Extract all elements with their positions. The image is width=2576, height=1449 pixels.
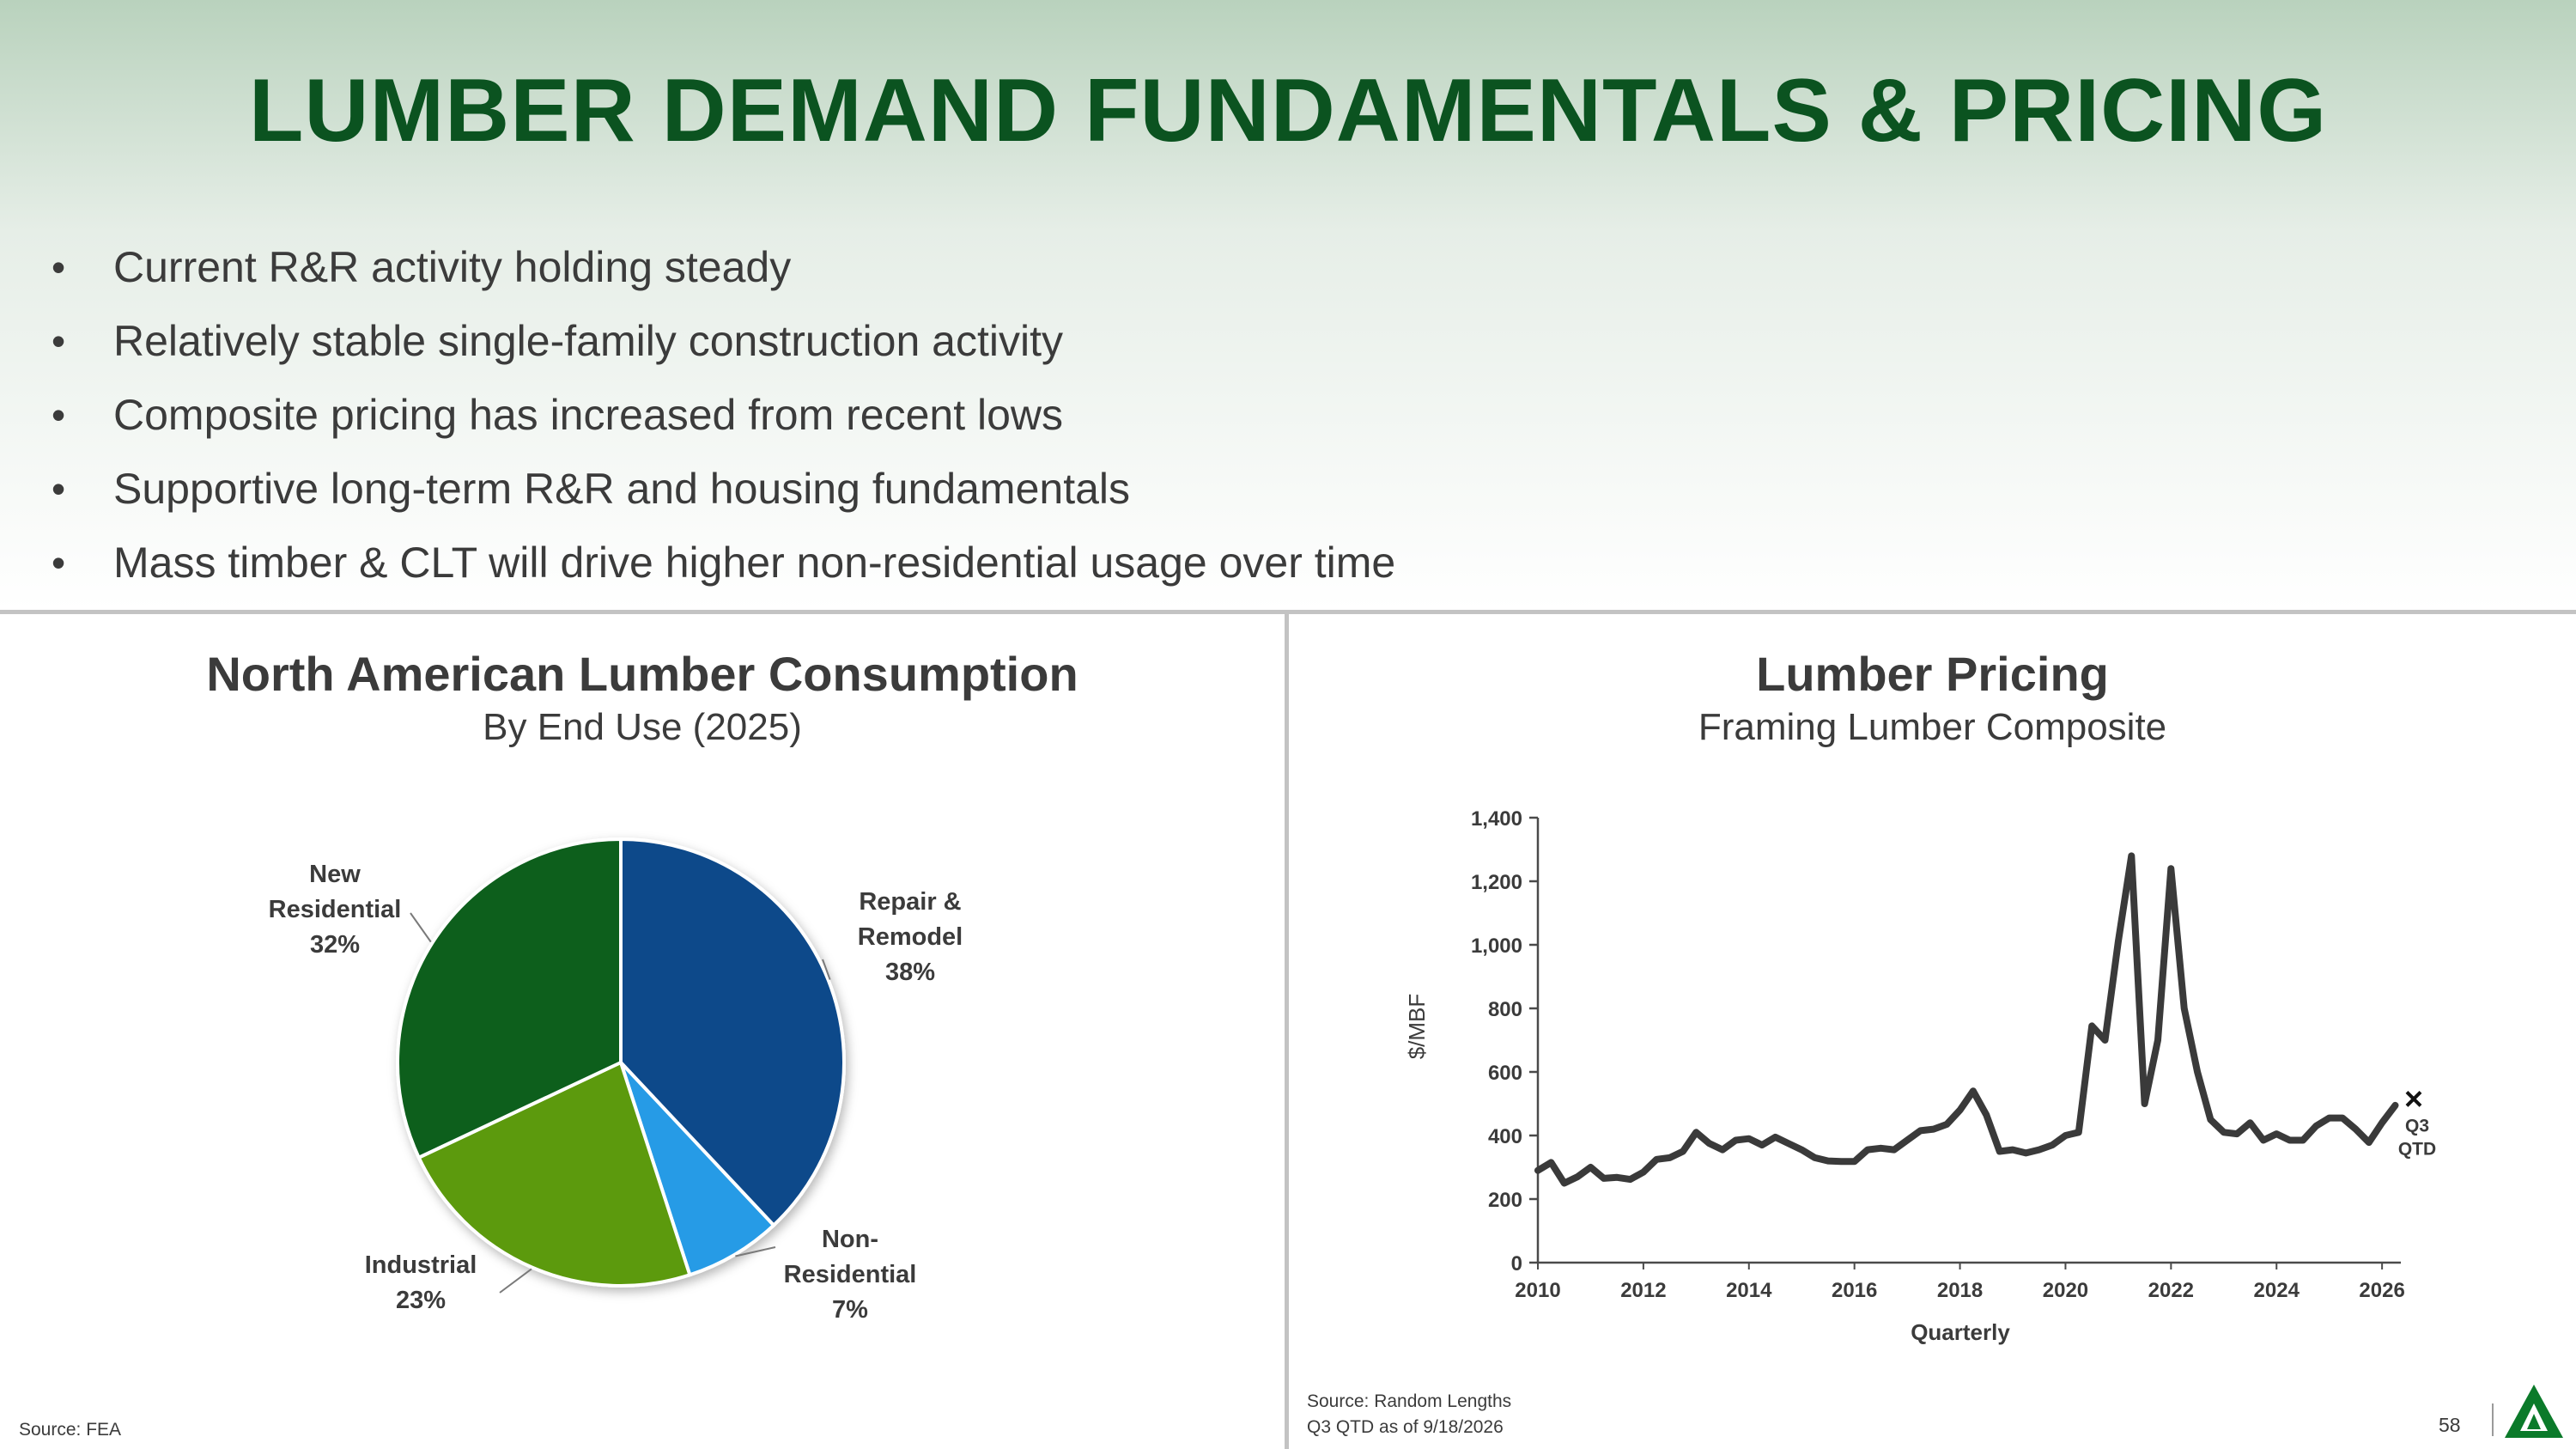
x-tick-label: 2012 bbox=[1620, 1279, 1666, 1302]
x-tick-label: 2020 bbox=[2043, 1279, 2088, 1302]
page-number: 58 bbox=[2439, 1414, 2461, 1436]
pie-source-note: Source: FEA bbox=[19, 1420, 122, 1440]
pie-label-repair-remodel: Repair & Remodel 38% bbox=[833, 885, 987, 990]
x-tick-label: 2016 bbox=[1832, 1279, 1877, 1302]
y-tick-label: 400 bbox=[1488, 1125, 1522, 1148]
vertical-divider bbox=[1285, 614, 1289, 1449]
slide-title: LUMBER DEMAND FUNDAMENTALS & PRICING bbox=[248, 61, 2328, 161]
pie-chart-subtitle: By End Use (2025) bbox=[483, 706, 802, 748]
x-tick-label: 2018 bbox=[1937, 1279, 1983, 1302]
pie-slice-industrial bbox=[416, 1060, 692, 1288]
pie-slice-repair-remodel bbox=[619, 837, 846, 1228]
pie-leader-line bbox=[499, 1268, 532, 1294]
x-axis-title: Quarterly bbox=[1911, 1319, 2010, 1345]
line-source-note: Source: Random Lengths Q3 QTD as of 9/18… bbox=[1307, 1389, 1511, 1440]
pie-label-line: Industrial bbox=[364, 1251, 477, 1279]
x-tick-label: 2014 bbox=[1726, 1279, 1772, 1302]
pie-label-line: Repair & bbox=[859, 888, 962, 916]
marker-label: Q3 bbox=[2405, 1116, 2429, 1135]
pie-label-line: Remodel bbox=[857, 923, 963, 951]
x-tick-label: 2022 bbox=[2148, 1279, 2194, 1302]
y-tick-label: 1,400 bbox=[1471, 807, 1522, 831]
y-tick-label: 0 bbox=[1511, 1252, 1522, 1275]
y-tick-label: 600 bbox=[1488, 1062, 1522, 1085]
pie-slice-non-residential bbox=[619, 1061, 776, 1277]
source-line: Source: Random Lengths bbox=[1307, 1391, 1512, 1411]
bullet-item: Mass timber & CLT will drive higher non-… bbox=[52, 526, 1395, 600]
page-number-separator bbox=[2492, 1403, 2494, 1436]
pie-chart-title: North American Lumber Consumption bbox=[206, 647, 1078, 701]
x-tick-label: 2026 bbox=[2359, 1279, 2404, 1302]
y-axis-title: $/MBF bbox=[1404, 994, 1430, 1060]
pie-label-line: New bbox=[309, 861, 361, 888]
x-tick-label: 2010 bbox=[1515, 1279, 1560, 1302]
bullet-item: Supportive long-term R&R and housing fun… bbox=[52, 452, 1395, 526]
q3-qtd-x-marker bbox=[2405, 1091, 2422, 1107]
pie-label-value: 23% bbox=[395, 1287, 447, 1314]
x-tick-label: 2024 bbox=[2254, 1279, 2300, 1302]
bullet-item: Composite pricing has increased from rec… bbox=[52, 378, 1395, 452]
line-chart-title: Lumber Pricing bbox=[1756, 647, 2109, 701]
pie-label-value: 7% bbox=[832, 1296, 868, 1324]
marker-label: QTD bbox=[2398, 1139, 2436, 1159]
pie-label-line: Non- bbox=[821, 1226, 879, 1253]
green-triangle-logo-icon bbox=[2505, 1385, 2563, 1438]
pie-leader-line bbox=[822, 959, 831, 980]
pie-label-value: 32% bbox=[309, 931, 361, 959]
y-tick-label: 1,200 bbox=[1471, 871, 1522, 894]
pie-leader-line bbox=[410, 912, 432, 943]
pie-chart bbox=[396, 837, 846, 1294]
pie-label-line: Residential bbox=[783, 1261, 917, 1288]
pie-label-value: 38% bbox=[884, 959, 936, 986]
bullet-item: Relatively stable single-family construc… bbox=[52, 304, 1395, 378]
pie-label-new-residential: New Residential 32% bbox=[258, 857, 412, 963]
line-chart: 0 200 400 600 800 1,000 1,200 1,400 2010 2012 2014… bbox=[1404, 807, 2436, 1345]
pie-label-non-residential: Non- Residential 7% bbox=[773, 1222, 927, 1328]
pie-slice-new-residential bbox=[396, 837, 623, 1160]
pie-label-industrial: Industrial 23% bbox=[343, 1248, 498, 1318]
y-tick-label: 200 bbox=[1488, 1189, 1522, 1212]
y-tick-label: 1,000 bbox=[1471, 935, 1522, 958]
pie-leader-line bbox=[735, 1246, 776, 1257]
y-tick-label: 800 bbox=[1488, 998, 1522, 1021]
line-chart-subtitle: Framing Lumber Composite bbox=[1698, 706, 2167, 748]
horizontal-divider bbox=[0, 610, 2576, 614]
bullet-list: Current R&R activity holding steady Rela… bbox=[52, 230, 1395, 600]
price-series-line bbox=[1534, 852, 2399, 1187]
pie-label-line: Residential bbox=[268, 896, 402, 923]
bullet-item: Current R&R activity holding steady bbox=[52, 230, 1395, 304]
source-asof-line: Q3 QTD as of 9/18/2026 bbox=[1307, 1417, 1504, 1437]
